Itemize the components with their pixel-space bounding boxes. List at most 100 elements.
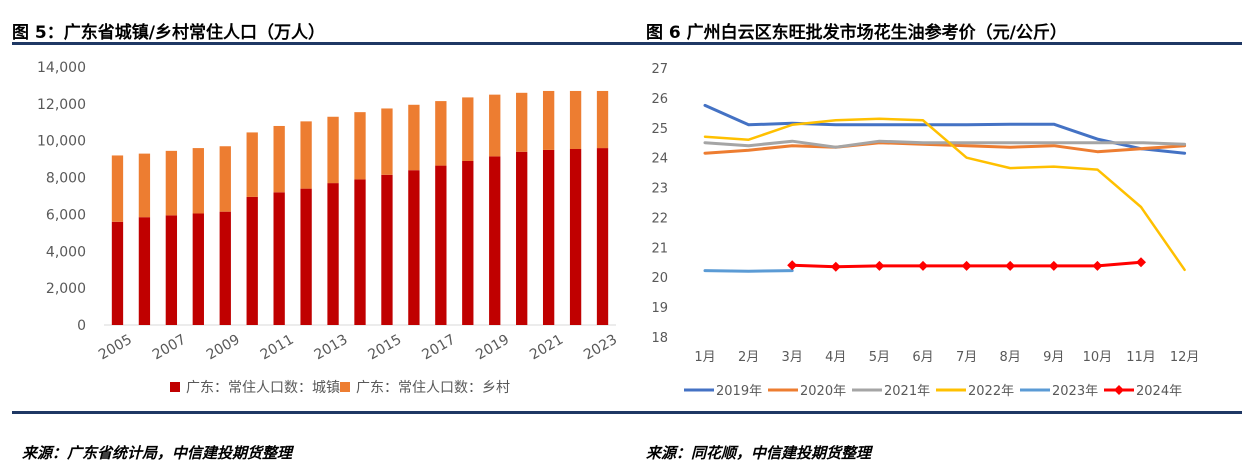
y-tick-label: 4,000 <box>46 244 86 260</box>
x-tick-label: 12月 <box>1170 350 1200 365</box>
legend-label-2021年: 2021年 <box>884 384 930 399</box>
point-2024 <box>1136 257 1146 268</box>
x-tick-label: 6月 <box>912 350 933 365</box>
line-2021 <box>703 139 1187 149</box>
bar-urban <box>327 183 339 325</box>
bar-rural <box>489 94 501 157</box>
bar-rural <box>408 104 420 171</box>
bar-urban <box>569 149 582 325</box>
line-2019 <box>703 103 1187 155</box>
bar-urban <box>192 213 204 325</box>
bar-rural <box>435 101 447 166</box>
y-tick-label: 12,000 <box>37 97 86 113</box>
y-tick-label: 19 <box>651 301 668 316</box>
point-2024 <box>874 260 885 271</box>
bar-urban <box>516 151 528 325</box>
legend-label-2019年: 2019年 <box>716 384 762 399</box>
bar-rural <box>381 108 393 175</box>
bar-urban <box>542 149 555 325</box>
bar-urban <box>273 192 285 325</box>
x-tick-label: 5月 <box>869 350 890 365</box>
legend-swatch-urban <box>170 382 180 392</box>
bar-rural <box>596 90 609 149</box>
bar-rural <box>138 153 151 218</box>
bar-urban <box>462 160 474 325</box>
line-2022 <box>703 117 1186 272</box>
bar-rural <box>300 121 312 189</box>
right-source-note: 来源：同花顺，中信建投期货整理 <box>646 444 872 462</box>
y-tick-label: 21 <box>651 241 668 256</box>
x-tick-label: 10月 <box>1083 350 1113 365</box>
y-tick-label: 6,000 <box>46 207 86 223</box>
point-2024 <box>918 260 928 271</box>
bar-rural <box>569 90 582 150</box>
y-tick-label: 22 <box>651 211 668 226</box>
legend-swatch-rural <box>340 382 350 392</box>
point-2024 <box>1092 260 1103 271</box>
left-chart-title: 图 5：广东省城镇/乡村常住人口（万人） <box>12 23 325 43</box>
y-tick-label: 18 <box>651 331 668 346</box>
x-tick-label: 2月 <box>738 350 759 365</box>
legend-label-rural: 广东：常住人口数：乡村 <box>356 380 510 396</box>
point-2024 <box>961 260 972 271</box>
bar-urban <box>489 156 501 325</box>
y-tick-label: 20 <box>651 271 668 286</box>
bar-urban <box>596 148 609 325</box>
right-chart-title: 图 6 广州白云区东旺批发市场花生油参考价（元/公斤） <box>646 23 1067 43</box>
bar-rural <box>219 146 231 212</box>
bar-urban <box>354 179 366 325</box>
x-tick-label: 3月 <box>782 350 803 365</box>
x-tick-label: 1月 <box>694 350 715 365</box>
legend-marker-2024 <box>1114 385 1124 395</box>
x-tick-label: 11月 <box>1126 350 1156 365</box>
point-2024 <box>1005 260 1016 271</box>
bar-rural <box>273 125 285 193</box>
y-tick-label: 26 <box>651 92 668 107</box>
y-tick-label: 8,000 <box>46 171 86 187</box>
y-tick-label: 10,000 <box>37 134 86 150</box>
bar-rural <box>462 97 474 161</box>
bar-rural <box>516 92 528 152</box>
bar-urban <box>435 165 447 325</box>
line-2023 <box>703 269 794 273</box>
bar-urban <box>219 211 231 325</box>
bar-rural <box>542 90 555 150</box>
bar-urban <box>300 188 312 325</box>
legend-label-2024年: 2024年 <box>1136 384 1182 399</box>
legend-label-urban: 广东：常住人口数：城镇 <box>186 380 340 396</box>
x-tick-label: 8月 <box>1000 350 1021 365</box>
y-tick-label: 27 <box>651 62 668 77</box>
bar-rural <box>246 132 258 197</box>
legend-label-2022年: 2022年 <box>968 384 1014 399</box>
legend-label-2023年: 2023年 <box>1052 384 1098 399</box>
bar-urban <box>381 174 393 325</box>
bar-rural <box>192 148 204 214</box>
footer-rule <box>12 411 1242 414</box>
bar-rural <box>354 112 366 180</box>
line-2020 <box>703 141 1187 155</box>
bar-urban <box>165 215 178 325</box>
y-tick-label: 25 <box>651 122 668 137</box>
legend-label-2020年: 2020年 <box>800 384 846 399</box>
bar-urban <box>408 170 420 325</box>
y-tick-label: 0 <box>77 318 86 334</box>
bar-urban <box>111 221 124 325</box>
bar-rural <box>165 150 178 216</box>
x-tick-label: 4月 <box>825 350 846 365</box>
bar-urban <box>246 196 258 325</box>
y-tick-label: 23 <box>651 182 668 197</box>
y-tick-label: 14,000 <box>37 60 86 76</box>
x-tick-label: 7月 <box>956 350 977 365</box>
bar-rural <box>111 155 124 222</box>
point-2024 <box>830 261 841 272</box>
left-source-note: 来源：广东省统计局，中信建投期货整理 <box>22 444 293 462</box>
x-tick-label: 9月 <box>1043 350 1064 365</box>
point-2024 <box>1048 260 1059 271</box>
header-rule <box>12 42 1242 45</box>
y-tick-label: 2,000 <box>46 281 86 297</box>
point-2024 <box>787 260 798 271</box>
bar-rural <box>327 116 339 184</box>
bar-urban <box>138 217 151 325</box>
